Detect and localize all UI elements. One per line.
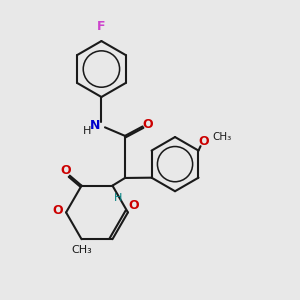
Text: H: H bbox=[82, 126, 91, 136]
Text: H: H bbox=[113, 193, 122, 203]
Text: O: O bbox=[52, 205, 63, 218]
Text: O: O bbox=[142, 118, 153, 130]
Text: N: N bbox=[90, 119, 100, 132]
Text: O: O bbox=[60, 164, 71, 177]
Text: CH₃: CH₃ bbox=[71, 245, 92, 255]
Text: CH₃: CH₃ bbox=[212, 132, 232, 142]
Text: O: O bbox=[198, 135, 209, 148]
Text: O: O bbox=[128, 199, 139, 212]
Text: F: F bbox=[97, 20, 106, 33]
